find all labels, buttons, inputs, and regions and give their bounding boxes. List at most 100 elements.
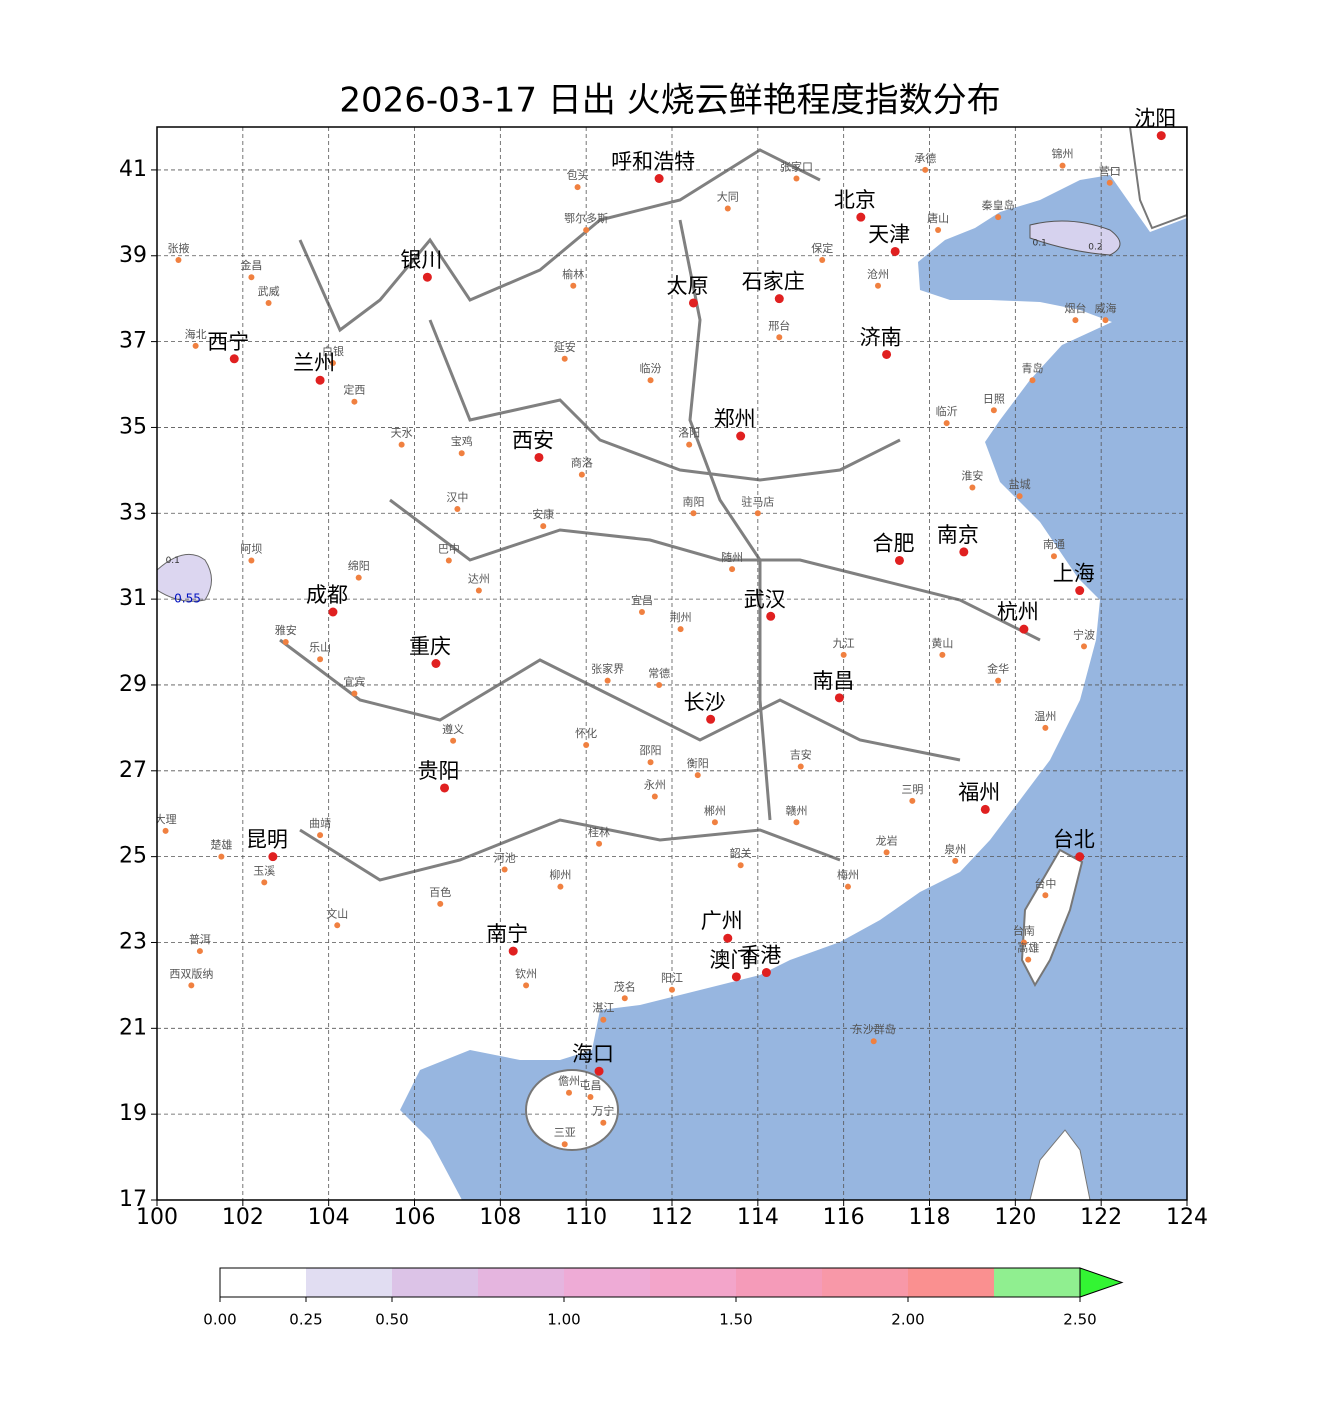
y-tick-label: 35 xyxy=(119,414,147,439)
capital-label: 西宁 xyxy=(207,330,249,354)
city-dot xyxy=(398,441,405,448)
city-label: 儋州 xyxy=(558,1075,580,1088)
y-tick-label: 25 xyxy=(119,844,147,869)
capital-dot xyxy=(229,354,239,364)
city-dot xyxy=(793,819,800,826)
city-label: 延安 xyxy=(554,340,576,354)
x-tick-label: 118 xyxy=(909,1205,951,1230)
city-dot xyxy=(445,557,452,564)
border xyxy=(678,219,772,821)
city-label: 遵义 xyxy=(442,722,464,736)
city-label: 临沂 xyxy=(936,404,958,418)
city-label: 白银 xyxy=(322,344,344,358)
city-dot xyxy=(501,866,508,873)
capital-label: 香港 xyxy=(739,944,781,968)
city-dot xyxy=(248,557,255,564)
colorbar-segment xyxy=(994,1268,1080,1297)
border xyxy=(279,638,961,762)
y-tick-label: 19 xyxy=(119,1101,147,1126)
capital-dot xyxy=(731,972,741,982)
city-dot xyxy=(922,166,929,173)
x-tick-label: 120 xyxy=(994,1205,1036,1230)
capital-dot xyxy=(1019,624,1029,634)
city-dot xyxy=(587,1093,594,1100)
city-dot xyxy=(351,398,358,405)
city-dot xyxy=(870,1038,877,1045)
y-tick-label: 33 xyxy=(119,500,147,525)
city-label: 荆州 xyxy=(670,611,692,624)
city-dot xyxy=(1102,317,1109,324)
capital-dot xyxy=(1156,131,1166,141)
city-label: 金华 xyxy=(987,662,1009,676)
y-tick-label: 17 xyxy=(119,1187,147,1212)
city-dot xyxy=(952,857,959,864)
y-tick-label: 27 xyxy=(119,758,147,783)
city-dot xyxy=(724,205,731,212)
city-label: 安康 xyxy=(532,507,554,521)
city-dot xyxy=(969,484,976,491)
capital-dot xyxy=(706,714,716,724)
capital-label: 兰州 xyxy=(293,351,335,375)
city-dot xyxy=(729,566,736,573)
city-label: 鄂尔多斯 xyxy=(564,211,608,225)
city-label: 盐城 xyxy=(1009,478,1031,491)
city-label: 乐山 xyxy=(309,641,331,654)
city-dot xyxy=(1050,553,1057,560)
city-label: 柳州 xyxy=(549,868,571,882)
capital-dot xyxy=(834,693,844,703)
capital-label: 南昌 xyxy=(812,669,854,693)
colorbar-segment xyxy=(564,1268,650,1297)
city-dot xyxy=(561,1141,568,1148)
city-dot xyxy=(578,471,585,478)
city-label: 三亚 xyxy=(554,1126,576,1139)
city-label: 武威 xyxy=(258,285,280,298)
city-label: 湛江 xyxy=(592,1002,614,1015)
city-label: 楚雄 xyxy=(210,838,232,852)
city-dot xyxy=(162,827,169,834)
city-label: 海北 xyxy=(185,327,207,341)
city-dot xyxy=(677,626,684,633)
city-dot xyxy=(1042,892,1049,899)
capital-label: 太原 xyxy=(666,274,708,298)
capital-dot xyxy=(508,946,518,956)
colorbar-tick-label: 1.00 xyxy=(547,1311,580,1329)
city-dot xyxy=(943,420,950,427)
y-tick-label: 37 xyxy=(119,329,147,354)
capital-dot xyxy=(654,174,664,184)
y-tick-label: 21 xyxy=(119,1015,147,1040)
city-dot xyxy=(570,282,577,289)
colorbar-tick-label: 0.50 xyxy=(375,1311,408,1329)
city-label: 高雄 xyxy=(1017,941,1039,955)
city-label: 常德 xyxy=(648,666,670,680)
city-dot xyxy=(540,523,547,530)
y-tick-label: 41 xyxy=(119,157,147,182)
capital-label: 成都 xyxy=(306,583,348,607)
city-dot xyxy=(188,982,195,989)
colorbar-extend xyxy=(1079,1267,1124,1298)
capital-dot xyxy=(268,852,278,862)
capital-label: 海口 xyxy=(572,1042,614,1066)
city-label: 龙岩 xyxy=(876,833,898,847)
x-tick-label: 112 xyxy=(651,1205,693,1230)
colorbar-tick-label: 2.50 xyxy=(1063,1311,1096,1329)
city-dot xyxy=(248,274,255,281)
city-label: 怀化 xyxy=(575,726,597,740)
city-label: 秦皇岛 xyxy=(982,198,1015,212)
luzon-island xyxy=(1029,1129,1091,1200)
city-dot xyxy=(1020,939,1027,946)
city-label: 保定 xyxy=(811,241,833,255)
capital-label: 合肥 xyxy=(872,531,914,555)
province-borders xyxy=(279,148,1041,882)
capital-label: 贵阳 xyxy=(418,759,460,783)
city-label: 宁波 xyxy=(1073,627,1095,641)
capital-label: 石家庄 xyxy=(742,270,805,294)
city-label: 洛阳 xyxy=(678,426,700,440)
taiwan-island xyxy=(1020,848,1084,988)
city-dot xyxy=(883,849,890,856)
city-label: 定西 xyxy=(343,383,365,397)
capital-label: 沈阳 xyxy=(1134,107,1176,131)
city-dot xyxy=(1106,179,1113,186)
city-dot xyxy=(583,227,590,234)
city-label: 唐山 xyxy=(927,211,949,225)
